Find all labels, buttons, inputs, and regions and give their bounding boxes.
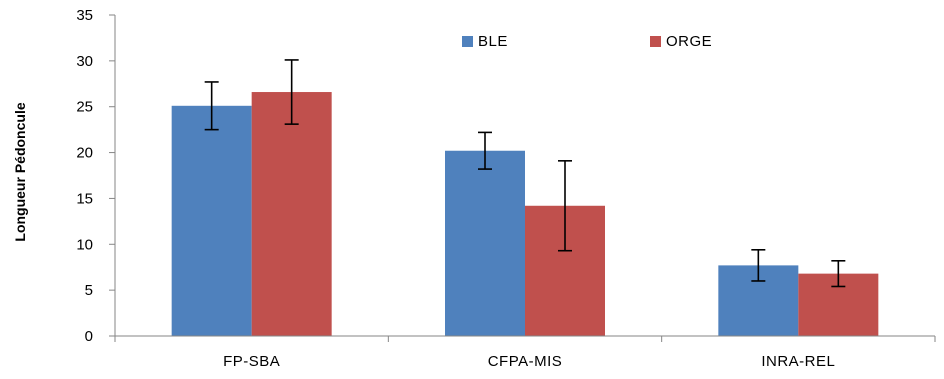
y-tick-label: 35 bbox=[76, 7, 93, 24]
y-tick-label: 15 bbox=[76, 190, 93, 207]
x-category-label: CFPA-MIS bbox=[488, 353, 563, 370]
legend-swatch bbox=[462, 36, 473, 47]
bar bbox=[445, 150, 525, 336]
y-axis: 0 5 10 15 20 25 30 35 bbox=[76, 7, 116, 345]
bars-group bbox=[171, 92, 879, 336]
legend-label: ORGE bbox=[666, 33, 712, 50]
legend-label: BLE bbox=[478, 33, 508, 50]
bar bbox=[171, 105, 252, 336]
error-bars-group bbox=[204, 59, 846, 288]
y-axis-title: Longueur Pédoncule bbox=[12, 102, 28, 241]
bar bbox=[251, 92, 332, 336]
x-category-label: INRA-REL bbox=[761, 353, 835, 370]
y-tick-label: 30 bbox=[76, 53, 93, 70]
y-tick-label: 20 bbox=[76, 145, 93, 162]
legend-swatch bbox=[650, 36, 661, 47]
y-tick-label: 5 bbox=[85, 282, 93, 299]
y-tick-label: 25 bbox=[76, 99, 93, 116]
legend: BLE ORGE bbox=[462, 33, 712, 50]
y-tick-label: 10 bbox=[76, 236, 93, 253]
x-category-label: FP-SBA bbox=[223, 353, 280, 370]
y-tick-label: 0 bbox=[85, 328, 93, 345]
x-axis: FP-SBA CFPA-MIS INRA-REL bbox=[114, 335, 936, 370]
